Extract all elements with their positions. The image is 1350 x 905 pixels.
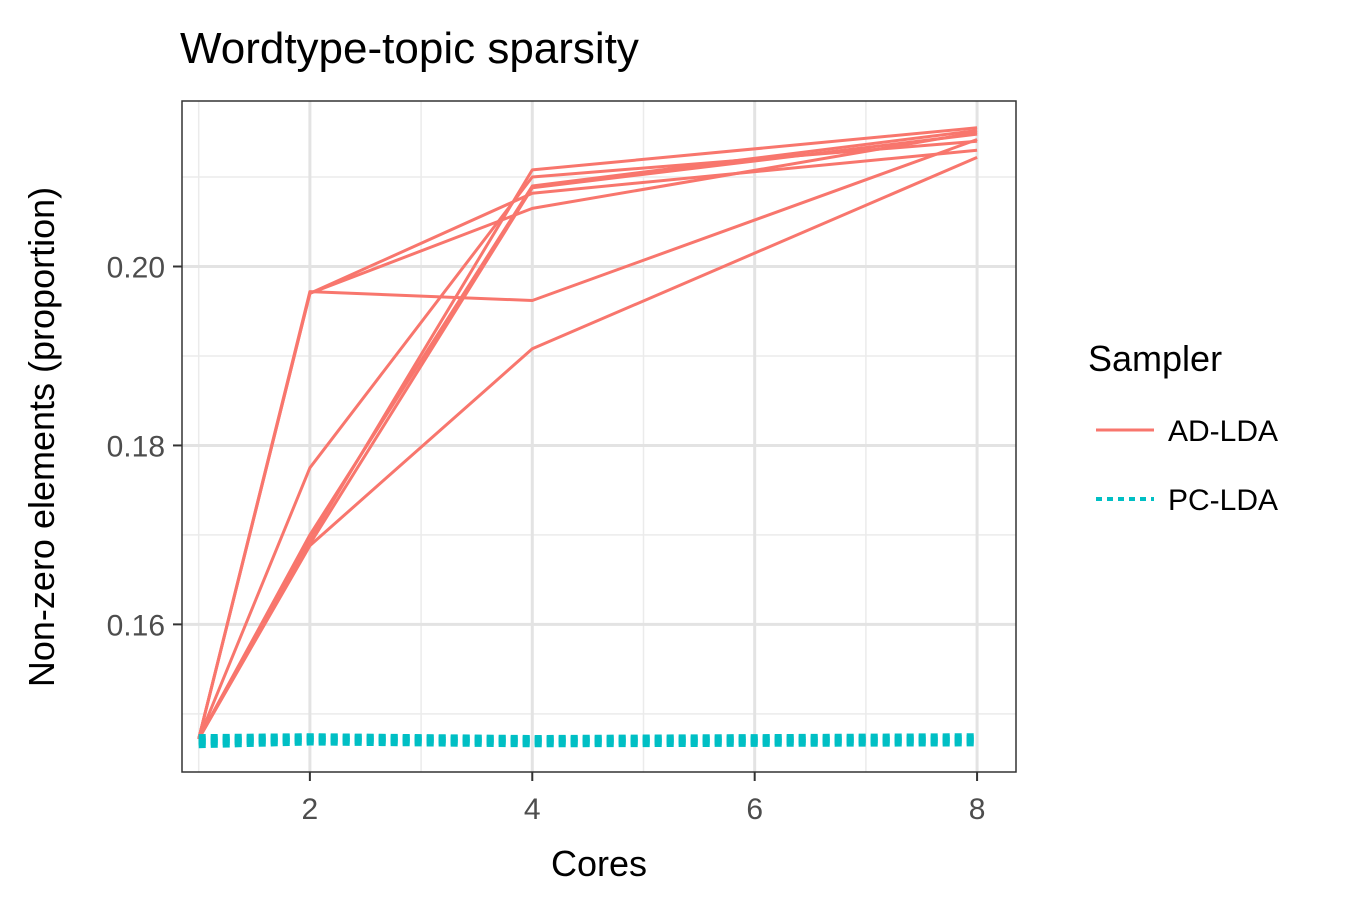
legend-label-pc-lda: PC-LDA: [1168, 484, 1278, 517]
y-tick-label: 0.18: [107, 430, 165, 463]
legend-title: Sampler: [1088, 338, 1222, 379]
series-layer: [197, 126, 978, 749]
plot-panel: [182, 101, 1016, 772]
series-line-ad-lda-8: [197, 156, 978, 740]
x-tick-label: 8: [969, 793, 986, 826]
y-tick-label: 0.20: [107, 252, 165, 285]
legend: Sampler AD-LDA PC-LDA: [1088, 338, 1278, 517]
x-tick-label: 6: [746, 793, 763, 826]
plot-border: [181, 100, 1017, 773]
x-axis-title: Cores: [551, 843, 647, 884]
legend-entries: AD-LDA PC-LDA: [1096, 415, 1278, 517]
series-line-ad-lda-3: [197, 148, 978, 740]
axis-layer: 2 4 6 8 0.16 0.18 0.20: [107, 252, 986, 826]
y-tick-label: 0.16: [107, 609, 165, 642]
y-axis-title: Non-zero elements (proportion): [21, 187, 62, 687]
x-tick-label: 2: [302, 793, 319, 826]
legend-label-ad-lda: AD-LDA: [1168, 415, 1278, 448]
series-line-pc-lda-13: [198, 733, 978, 741]
x-tick-label: 4: [524, 793, 541, 826]
chart-title: Wordtype-topic sparsity: [180, 24, 639, 73]
